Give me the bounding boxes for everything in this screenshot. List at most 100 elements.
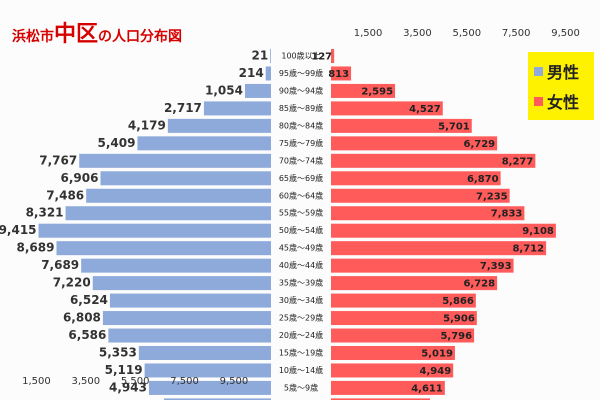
female-bar bbox=[331, 83, 396, 98]
female-bar bbox=[331, 293, 476, 308]
female-data-label: 5,701 bbox=[438, 121, 470, 132]
male-data-label: 8,689 bbox=[16, 241, 54, 255]
age-group-label: 80歳〜84歳 bbox=[279, 120, 323, 130]
male-bar bbox=[163, 398, 271, 400]
male-bar bbox=[244, 83, 271, 98]
legend-item-female: 女性 bbox=[534, 90, 579, 112]
male-data-label: 214 bbox=[239, 66, 264, 80]
male-bar bbox=[56, 241, 271, 256]
female-data-label: 2,595 bbox=[361, 86, 393, 97]
female-data-label: 8,712 bbox=[512, 244, 544, 255]
male-axis-tick-label: 1,500 bbox=[22, 376, 51, 387]
age-group-label: 90歳〜94歳 bbox=[279, 85, 323, 95]
female-axis-tick-label: 5,500 bbox=[452, 28, 481, 39]
female-bar bbox=[331, 363, 454, 378]
male-bar bbox=[108, 328, 271, 343]
age-group-label: 65歳〜69歳 bbox=[279, 173, 323, 183]
female-data-label: 5,019 bbox=[421, 348, 453, 359]
female-bar bbox=[331, 171, 501, 186]
female-bar bbox=[331, 223, 556, 238]
male-data-label: 2,717 bbox=[164, 101, 202, 115]
male-data-label: 5,353 bbox=[99, 345, 137, 359]
chart-title-suffix: の人口分布図 bbox=[98, 29, 183, 45]
legend-item-male: 男性 bbox=[534, 60, 579, 82]
female-data-label: 4,611 bbox=[411, 383, 443, 394]
age-group-label: 40歳〜44歳 bbox=[279, 260, 323, 270]
male-bar bbox=[102, 311, 271, 326]
male-bar bbox=[109, 293, 271, 308]
female-bar bbox=[331, 328, 475, 343]
female-axis-tick-label: 1,500 bbox=[354, 28, 383, 39]
female-data-label: 4,527 bbox=[409, 104, 441, 115]
male-bar bbox=[81, 258, 271, 273]
female-data-label: 5,906 bbox=[443, 314, 475, 325]
age-group-label: 30歳〜34歳 bbox=[279, 295, 323, 305]
male-axis-tick-label: 5,500 bbox=[121, 376, 150, 387]
chart-title-highlight: 中区 bbox=[54, 22, 99, 47]
female-data-label: 8,277 bbox=[502, 156, 534, 167]
age-group-label: 10歳〜14歳 bbox=[279, 365, 323, 375]
female-bar bbox=[331, 276, 498, 291]
age-group-label: 45歳〜49歳 bbox=[279, 243, 323, 253]
legend-label-female: 女性 bbox=[547, 93, 580, 112]
female-data-label: 7,235 bbox=[476, 191, 508, 202]
age-group-label: 60歳〜64歳 bbox=[279, 190, 323, 200]
male-axis-tick-label: 7,500 bbox=[170, 376, 199, 387]
male-data-label: 6,808 bbox=[63, 311, 101, 325]
female-bar bbox=[331, 311, 477, 326]
age-group-label: 35歳〜39歳 bbox=[279, 278, 323, 288]
male-bar bbox=[92, 276, 272, 291]
male-bar bbox=[138, 345, 271, 360]
male-data-label: 4,335 bbox=[124, 398, 162, 400]
age-group-label: 20歳〜24歳 bbox=[279, 330, 323, 340]
female-bar bbox=[331, 153, 536, 168]
female-bar bbox=[331, 398, 431, 400]
male-data-label: 6,586 bbox=[68, 328, 106, 342]
female-axis-tick-label: 3,500 bbox=[403, 28, 432, 39]
female-axis-tick-label: 7,500 bbox=[502, 28, 531, 39]
female-bar bbox=[331, 188, 510, 203]
age-group-label: 100歳以上 bbox=[281, 51, 320, 61]
age-group-label: 55歳〜59歳 bbox=[279, 208, 323, 218]
male-axis-tick-label: 3,500 bbox=[72, 376, 101, 387]
legend: 男性 女性 bbox=[528, 52, 594, 120]
age-group-label: 95歳〜99歳 bbox=[279, 68, 323, 78]
female-bar bbox=[331, 241, 547, 256]
female-bar bbox=[331, 66, 352, 81]
female-data-label: 9,108 bbox=[522, 226, 554, 237]
male-data-label: 5,119 bbox=[105, 363, 143, 377]
male-bar bbox=[79, 153, 271, 168]
male-bar bbox=[144, 363, 271, 378]
male-bar bbox=[100, 171, 271, 186]
age-group-label: 85歳〜89歳 bbox=[279, 103, 323, 113]
chart-title: 浜松市中区の人口分布図 bbox=[12, 14, 182, 46]
male-data-label: 7,220 bbox=[53, 276, 91, 290]
female-data-label: 127 bbox=[311, 52, 332, 63]
male-data-label: 9,415 bbox=[0, 223, 37, 237]
male-data-label: 4,943 bbox=[109, 380, 147, 394]
female-bar bbox=[331, 206, 525, 221]
male-bar bbox=[137, 136, 271, 151]
female-bar bbox=[331, 101, 443, 116]
male-data-label: 6,524 bbox=[70, 293, 108, 307]
age-group-label: 75歳〜79歳 bbox=[279, 138, 323, 148]
female-data-label: 7,833 bbox=[491, 209, 523, 220]
legend-swatch-female bbox=[534, 96, 543, 106]
male-bar bbox=[167, 118, 271, 133]
female-bar bbox=[331, 258, 514, 273]
male-data-label: 7,486 bbox=[46, 188, 84, 202]
female-data-label: 813 bbox=[328, 69, 349, 80]
age-group-label: 15歳〜19歳 bbox=[279, 347, 323, 357]
female-bar bbox=[331, 49, 335, 63]
male-data-label: 6,906 bbox=[61, 171, 99, 185]
age-group-label: 50歳〜54歳 bbox=[279, 225, 323, 235]
male-data-label: 4,179 bbox=[128, 118, 166, 132]
female-data-label: 6,729 bbox=[463, 139, 495, 150]
female-axis-tick-label: 9,500 bbox=[551, 28, 580, 39]
male-bar bbox=[38, 223, 271, 238]
male-data-label: 1,054 bbox=[205, 83, 243, 97]
male-data-label: 8,321 bbox=[26, 206, 64, 220]
male-bar bbox=[65, 206, 272, 221]
